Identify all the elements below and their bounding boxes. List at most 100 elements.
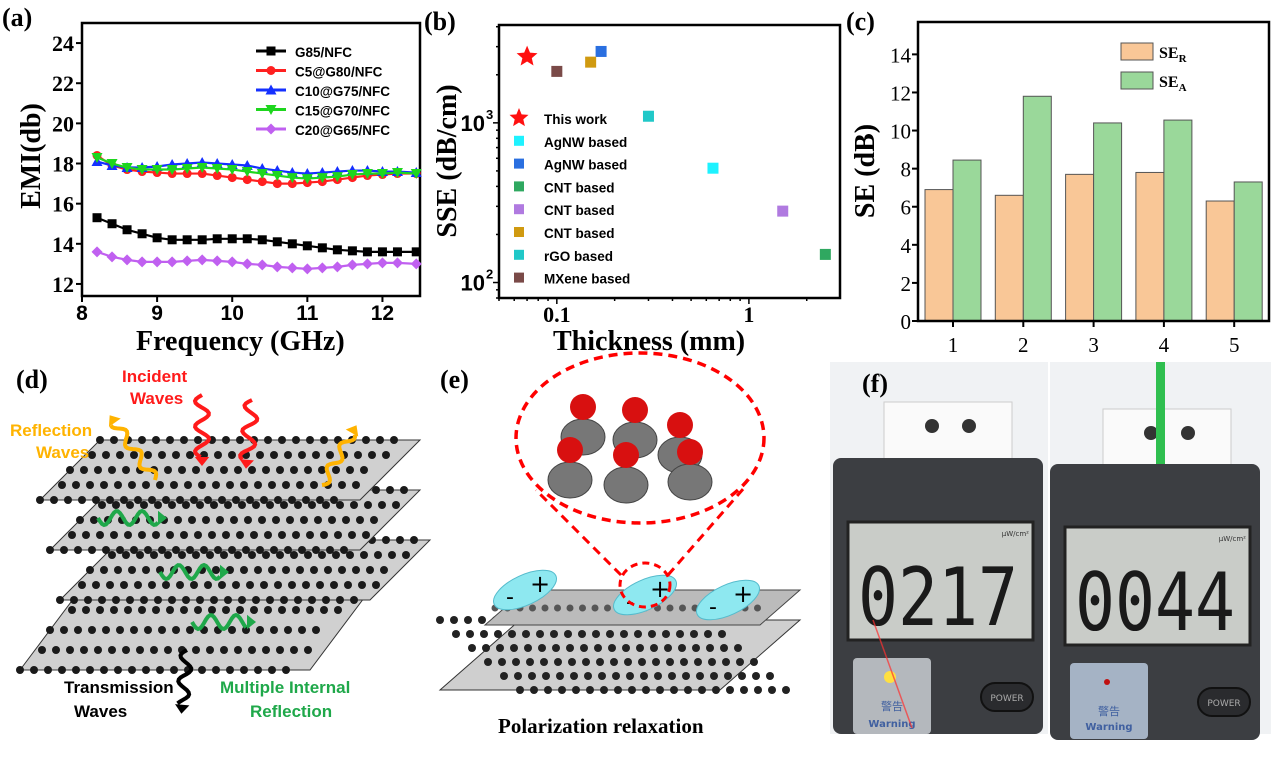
carbon-atom xyxy=(318,466,326,474)
legend-marker xyxy=(266,66,276,75)
carbon-atom xyxy=(498,658,506,666)
data-point xyxy=(91,246,103,258)
data-point xyxy=(226,165,238,176)
carbon-atom xyxy=(370,516,378,524)
data-point xyxy=(122,225,132,235)
carbon-atom xyxy=(336,501,344,509)
carbon-atom xyxy=(248,646,256,654)
carbon-atom xyxy=(142,481,150,489)
bar-SEA-2 xyxy=(1022,95,1052,322)
carbon-atom xyxy=(110,606,118,614)
carbon-atom xyxy=(382,451,390,459)
carbon-atom xyxy=(312,451,320,459)
carbon-atom xyxy=(578,630,586,638)
carbon-atom xyxy=(624,658,632,666)
carbon-atom xyxy=(52,646,60,654)
carbon-atom xyxy=(216,516,224,524)
carbon-atom xyxy=(526,658,534,666)
carbon-atom xyxy=(600,686,608,694)
carbon-atom xyxy=(256,626,264,634)
carbon-atom xyxy=(480,630,488,638)
lcd-reading: 0217 xyxy=(858,551,1018,644)
carbon-atom xyxy=(238,501,246,509)
carbon-atom xyxy=(606,630,614,638)
carbon-atom xyxy=(656,686,664,694)
transmission-waves-label: Transmission Waves xyxy=(64,676,174,724)
carbon-atom xyxy=(152,606,160,614)
carbon-atom xyxy=(252,501,260,509)
minus-sign: - xyxy=(709,595,717,620)
data-point xyxy=(241,167,253,178)
carbon-atom xyxy=(168,596,176,604)
carbon-atom xyxy=(240,566,248,574)
data-point xyxy=(121,254,133,266)
dipole-ellipse xyxy=(493,569,557,611)
carbon-atom xyxy=(740,686,748,694)
dipole-ellipse xyxy=(613,574,677,616)
carbon-atom xyxy=(334,606,342,614)
carbon-atom xyxy=(294,596,302,604)
carbon-atom xyxy=(198,481,206,489)
carbon-atom xyxy=(78,581,86,589)
carbon-atom xyxy=(326,546,334,554)
data-point-cnt-based xyxy=(585,56,597,68)
chart-a: 8 9 10 11 12 12 14 16 18 20 22 24 G85/NFC C5@G80/NFC C… xyxy=(52,21,422,325)
carbon-atom xyxy=(210,596,218,604)
carbon-atom xyxy=(582,658,590,666)
carbon-atom xyxy=(192,551,200,559)
carbon-atom xyxy=(676,630,684,638)
carbon-atom xyxy=(468,644,476,652)
carbon-atom xyxy=(228,546,236,554)
carbon-atom xyxy=(178,466,186,474)
carbon-atom xyxy=(220,551,228,559)
reflection-line1: Reflection xyxy=(10,421,93,440)
carbon-atom xyxy=(452,630,460,638)
legend-swatch xyxy=(1120,71,1154,90)
carbon-atom xyxy=(330,581,338,589)
data-point xyxy=(391,168,403,179)
carbon-atom xyxy=(60,546,68,554)
arrow-head xyxy=(247,614,256,630)
carbon-atom xyxy=(236,531,244,539)
carbon-atom xyxy=(310,566,318,574)
carbon-atom xyxy=(722,658,730,666)
legend-label: SER xyxy=(1159,45,1188,65)
carbon-atom xyxy=(304,466,312,474)
lcd-reading: 0044 xyxy=(1075,556,1235,649)
carbon-atom xyxy=(184,481,192,489)
carbon-atom xyxy=(194,436,202,444)
incident-waves-label: Incident Waves xyxy=(122,366,187,410)
carbon-atom xyxy=(734,644,742,652)
multiple-internal-reflection-label: Multiple Internal Reflection xyxy=(220,676,350,724)
carbon-atom xyxy=(608,644,616,652)
cnt-layer-2 xyxy=(46,486,422,554)
carbon-atom xyxy=(222,436,230,444)
zoom-circle-large xyxy=(514,351,766,525)
carbon-atom xyxy=(58,481,66,489)
carbon-atom xyxy=(500,672,508,680)
carbon-atom xyxy=(248,551,256,559)
carbon-atom xyxy=(128,481,136,489)
carbon-atom xyxy=(564,630,572,638)
carbon-atom xyxy=(174,516,182,524)
carbon-atom xyxy=(114,481,122,489)
carbon-atom xyxy=(80,646,88,654)
carbon-atom xyxy=(524,644,532,652)
legend-marker xyxy=(514,249,524,260)
data-point xyxy=(302,241,312,251)
carbon-atom xyxy=(156,481,164,489)
data-point xyxy=(136,256,148,268)
carbon-atom xyxy=(584,672,592,680)
carbon-atom xyxy=(300,516,308,524)
carbon-atom xyxy=(224,501,232,509)
carbon-atom xyxy=(186,626,194,634)
carbon-atom xyxy=(622,644,630,652)
legend-label: CNT based xyxy=(544,203,615,218)
carbon-atom xyxy=(338,566,346,574)
data-point xyxy=(286,173,298,184)
carbon-atom xyxy=(212,481,220,489)
carbon-atom xyxy=(108,466,116,474)
carbon-atom xyxy=(150,646,158,654)
data-point xyxy=(241,258,253,270)
